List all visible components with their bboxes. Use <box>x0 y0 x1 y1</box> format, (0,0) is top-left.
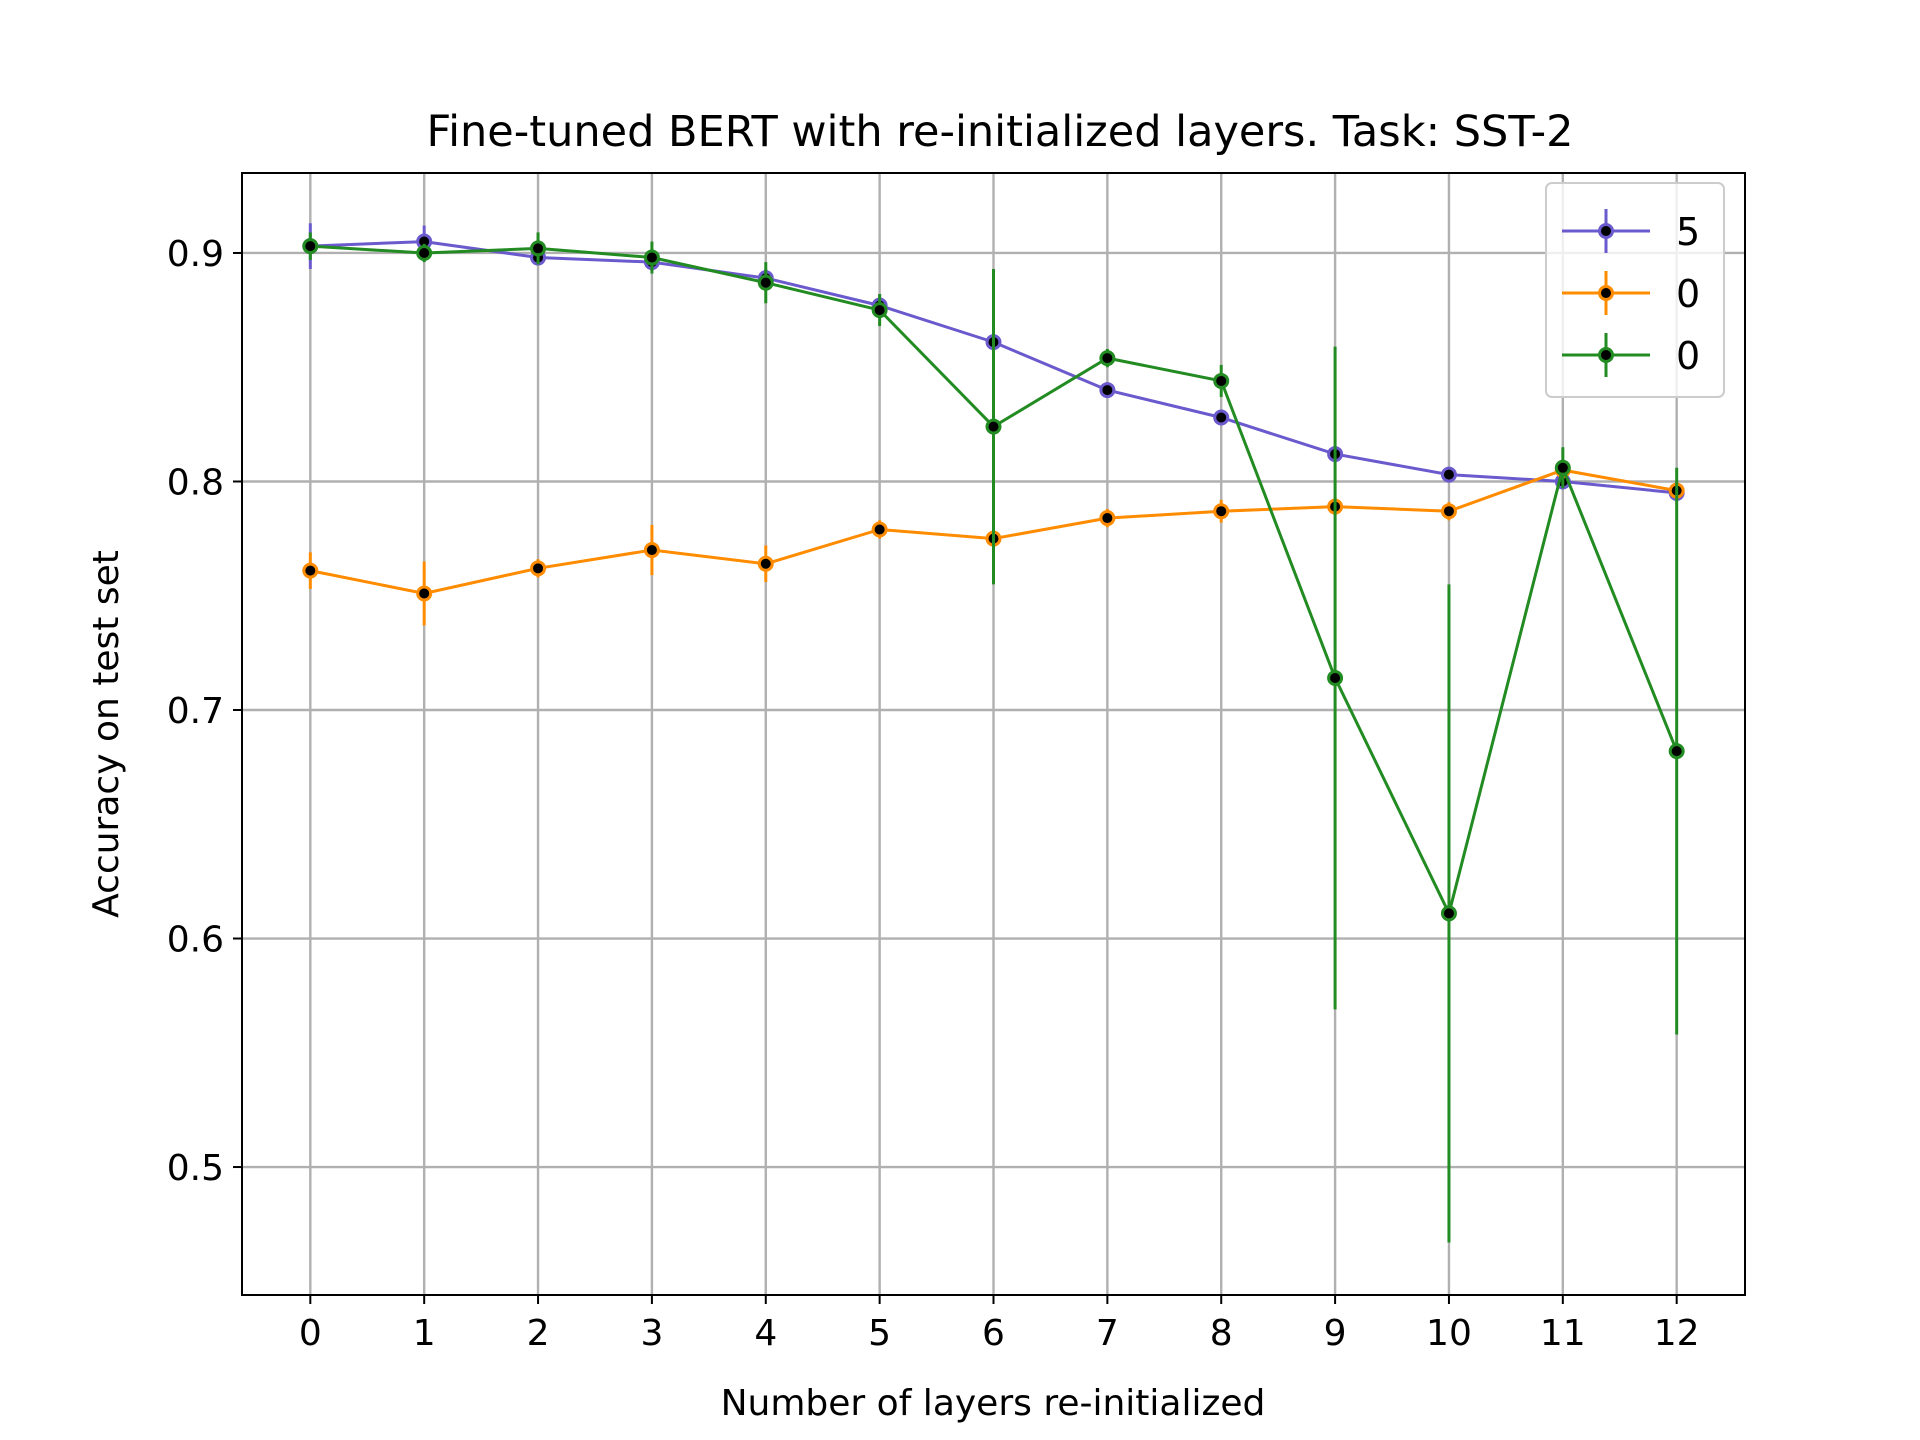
series-2 <box>302 232 1685 1243</box>
x-tick-label: 8 <box>1210 1313 1233 1354</box>
legend-label: 0 <box>1676 272 1700 316</box>
data-point <box>416 244 433 261</box>
x-axis-label: Number of layers re-initialized <box>721 1383 1266 1424</box>
legend-box <box>1545 182 1725 398</box>
data-point <box>1668 743 1685 760</box>
x-tick-label: 10 <box>1426 1313 1472 1354</box>
data-point <box>871 521 888 538</box>
y-tick-label: 0.5 <box>167 1148 224 1189</box>
data-point <box>1440 466 1457 483</box>
legend-label: 0 <box>1676 334 1700 378</box>
data-point <box>1213 409 1230 426</box>
legend-label: 5 <box>1676 210 1700 254</box>
y-tick-label: 0.9 <box>167 234 224 275</box>
chart-title: Fine-tuned BERT with re-initialized laye… <box>426 107 1573 157</box>
x-axis: 0 1 2 3 4 5 6 7 8 9 10 11 12 <box>299 1295 1700 1354</box>
data-point <box>1099 350 1116 367</box>
legend-entry-1: 0 <box>1562 271 1700 316</box>
x-tick-label: 4 <box>754 1313 777 1354</box>
x-tick-label: 12 <box>1654 1313 1700 1354</box>
y-axis-label: Accuracy on test set <box>86 550 127 918</box>
x-tick-label: 11 <box>1540 1313 1586 1354</box>
x-tick-label: 6 <box>982 1313 1005 1354</box>
data-point <box>1440 503 1457 520</box>
legend-marker <box>1598 285 1614 301</box>
legend: 5 0 0 <box>1545 182 1725 398</box>
data-point <box>643 249 660 266</box>
data-point <box>643 542 660 559</box>
x-tick-label: 1 <box>413 1313 436 1354</box>
data-point <box>302 562 319 579</box>
y-tick-label: 0.8 <box>167 462 224 503</box>
series-layer <box>302 223 1685 1243</box>
legend-entry-2: 0 <box>1562 333 1700 378</box>
data-point <box>1213 372 1230 389</box>
y-tick-label: 0.7 <box>167 691 224 732</box>
data-point <box>1440 905 1457 922</box>
legend-marker <box>1598 347 1614 363</box>
y-axis: 0.5 0.6 0.7 0.8 0.9 <box>167 234 242 1189</box>
data-point <box>1099 510 1116 527</box>
data-point <box>416 585 433 602</box>
x-tick-label: 7 <box>1096 1313 1119 1354</box>
x-tick-label: 2 <box>527 1313 550 1354</box>
data-point <box>757 274 774 291</box>
x-tick-label: 9 <box>1324 1313 1347 1354</box>
data-point <box>757 555 774 572</box>
data-point <box>302 238 319 255</box>
legend-entry-0: 5 <box>1562 209 1700 254</box>
data-point <box>530 240 547 257</box>
x-tick-label: 3 <box>640 1313 663 1354</box>
x-tick-label: 0 <box>299 1313 322 1354</box>
data-point <box>871 302 888 319</box>
legend-marker <box>1598 223 1614 239</box>
data-point <box>530 560 547 577</box>
data-point <box>1213 503 1230 520</box>
data-point <box>1327 670 1344 687</box>
y-tick-label: 0.6 <box>167 920 224 961</box>
data-point <box>1554 459 1571 476</box>
x-tick-label: 5 <box>868 1313 891 1354</box>
data-point <box>1099 382 1116 399</box>
data-point <box>985 418 1002 435</box>
